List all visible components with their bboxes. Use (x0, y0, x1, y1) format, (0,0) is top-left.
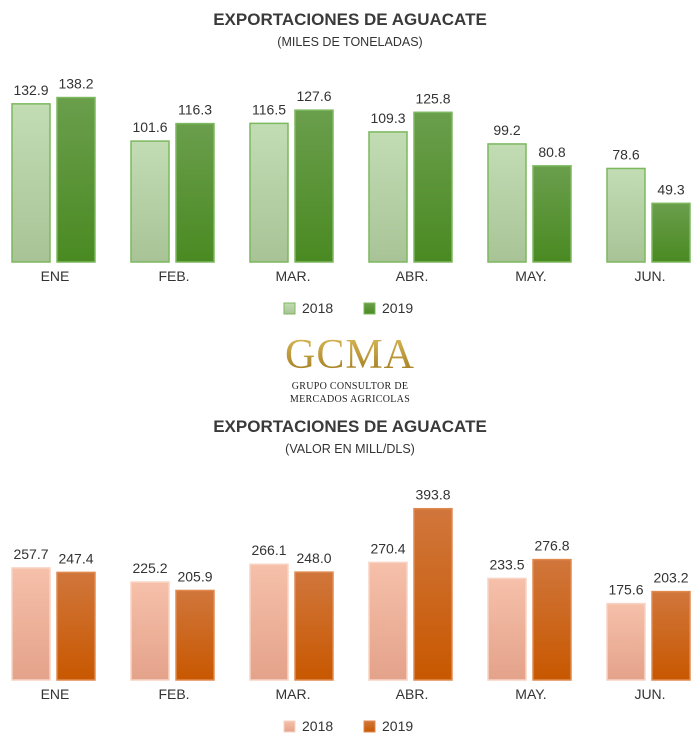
bar-2019-0 (56, 571, 96, 681)
x-tick-label-3: ABR. (396, 686, 429, 702)
legend-swatch-2019 (363, 720, 376, 733)
legend-swatch-2018 (283, 302, 296, 315)
data-label-2019-3: 125.8 (415, 90, 450, 106)
logo-line2: MERCADOS AGRICOLAS (289, 394, 411, 405)
legend-label-2018: 2018 (302, 718, 333, 734)
data-label-2018-3: 270.4 (370, 540, 405, 556)
chart1-subtitle: (MILES DE TONELADAS) (277, 35, 423, 49)
bar-2019-5 (651, 590, 691, 681)
data-label-2019-1: 205.9 (177, 568, 212, 584)
data-label-2019-5: 49.3 (657, 181, 684, 197)
bar-2019-5 (651, 202, 691, 263)
data-label-2018-0: 132.9 (13, 82, 48, 98)
bar-2019-0 (56, 96, 96, 263)
data-label-2018-0: 257.7 (13, 546, 48, 562)
legend-label-2019: 2019 (382, 718, 413, 734)
data-label-2018-1: 101.6 (132, 119, 167, 135)
legend-swatch-2018 (283, 720, 296, 733)
data-label-2018-4: 99.2 (493, 122, 520, 138)
bar-2019-4 (532, 558, 572, 681)
data-label-2019-4: 276.8 (534, 538, 569, 554)
data-label-2018-2: 116.5 (252, 101, 286, 117)
bar-2019-2 (294, 571, 334, 681)
x-tick-label-3: ABR. (396, 268, 429, 284)
bar-2019-1 (175, 122, 215, 263)
bar-2019-3 (413, 111, 453, 263)
chart2-subtitle: (VALOR EN MILL/DLS) (285, 442, 415, 456)
data-label-2018-3: 109.3 (370, 110, 405, 126)
bar-2019-1 (175, 589, 215, 681)
x-tick-label-4: MAY. (515, 686, 546, 702)
bar-2019-3 (413, 507, 453, 681)
data-label-2018-4: 233.5 (489, 556, 524, 572)
bar-2019-2 (294, 109, 334, 263)
legend-swatch-2019 (363, 302, 376, 315)
bar-2018-1 (130, 581, 170, 681)
x-tick-label-0: ENE (41, 268, 70, 284)
data-label-2019-0: 247.4 (58, 550, 93, 566)
bar-2018-1 (130, 140, 170, 263)
bar-2018-4 (487, 143, 527, 263)
x-tick-label-5: JUN. (634, 686, 665, 702)
x-tick-label-2: MAR. (276, 686, 311, 702)
legend-label-2019: 2019 (382, 300, 413, 316)
bar-2018-0 (11, 567, 51, 681)
bar-2018-0 (11, 103, 51, 263)
data-label-2018-5: 78.6 (612, 146, 639, 162)
gcma-logo: GCMA GRUPO CONSULTOR DE MERCADOS AGRICOL… (270, 330, 430, 406)
data-label-2019-2: 127.6 (296, 88, 331, 104)
x-tick-label-4: MAY. (515, 268, 546, 284)
data-label-2019-1: 116.3 (178, 102, 212, 118)
x-tick-label-1: FEB. (158, 268, 189, 284)
data-label-2019-3: 393.8 (415, 487, 450, 503)
data-label-2018-1: 225.2 (132, 560, 167, 576)
logo-line1: GRUPO CONSULTOR DE (291, 381, 409, 392)
bar-2018-2 (249, 563, 289, 681)
chart1: 132.9 138.2 ENE 101.6 116.3 FEB. 116.5 127.6 MAR… (11, 76, 691, 316)
data-label-2018-5: 175.6 (608, 582, 643, 598)
chart2-title: EXPORTACIONES DE AGUACATE (213, 417, 487, 436)
data-label-2019-5: 203.2 (653, 570, 688, 586)
bar-2018-3 (368, 561, 408, 681)
data-label-2018-2: 266.1 (251, 542, 286, 558)
bar-2018-4 (487, 577, 527, 681)
bar-2018-5 (606, 602, 646, 681)
x-tick-label-2: MAR. (276, 268, 311, 284)
bar-2018-5 (606, 167, 646, 263)
x-tick-label-5: JUN. (634, 268, 665, 284)
logo-mark: GCMA (270, 330, 430, 380)
bar-2018-3 (368, 131, 408, 263)
data-label-2019-0: 138.2 (58, 76, 93, 92)
data-label-2019-4: 80.8 (538, 144, 565, 160)
x-tick-label-0: ENE (41, 686, 70, 702)
bar-2018-2 (249, 122, 289, 263)
data-label-2019-2: 248.0 (296, 550, 331, 566)
chart1-title: EXPORTACIONES DE AGUACATE (213, 10, 487, 29)
bar-2019-4 (532, 165, 572, 263)
legend-label-2018: 2018 (302, 300, 333, 316)
x-tick-label-1: FEB. (158, 686, 189, 702)
